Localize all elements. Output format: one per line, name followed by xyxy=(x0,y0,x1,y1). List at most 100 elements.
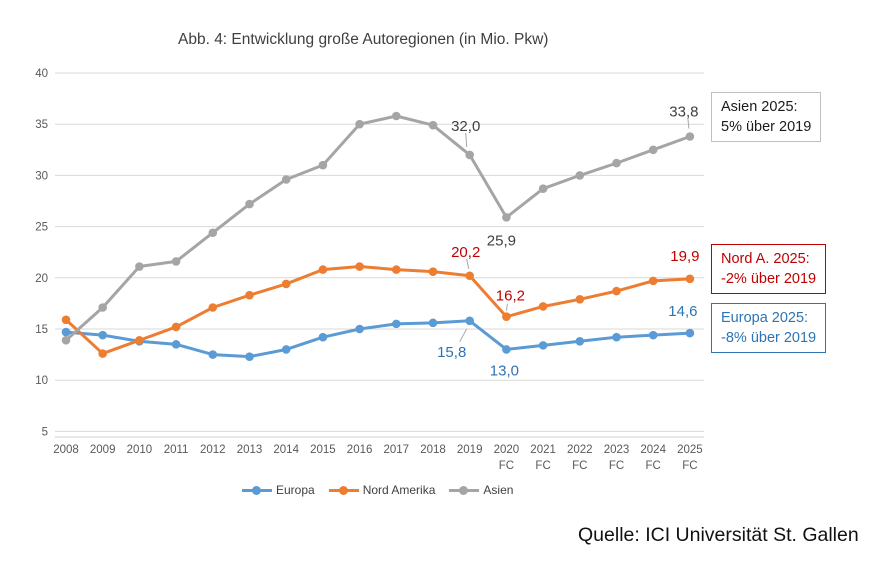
data-point xyxy=(208,228,218,238)
label-leader-line xyxy=(466,258,470,269)
data-point xyxy=(355,324,364,334)
annotation-asien: Asien 2025: 5% über 2019 xyxy=(711,92,822,142)
x-tick-label: 2016 xyxy=(347,444,373,456)
data-label: 16,2 xyxy=(496,288,525,305)
data-label: 25,9 xyxy=(487,232,516,249)
data-point xyxy=(575,295,585,304)
data-point xyxy=(612,286,621,296)
legend-item-europa: Europa xyxy=(242,483,315,497)
data-point xyxy=(98,330,107,340)
data-point xyxy=(98,349,107,358)
label-leader-line xyxy=(505,303,508,311)
data-point xyxy=(648,145,658,155)
data-point xyxy=(538,184,548,194)
data-point xyxy=(281,279,291,289)
label-leader-line xyxy=(459,328,468,343)
annotation-asien-line2: 5% über 2019 xyxy=(721,119,812,135)
data-label: 15,8 xyxy=(437,344,466,361)
x-tick-label: 2013 xyxy=(237,444,263,456)
data-point xyxy=(465,316,475,326)
data-point xyxy=(538,341,548,350)
legend-marker-line-dot-icon xyxy=(242,485,272,495)
data-point xyxy=(685,274,695,284)
data-labels: 15,8 13,0 14,6 20,2 16,2 19,9 32,0 25,9 33,8 xyxy=(437,103,699,379)
series-line xyxy=(65,114,691,342)
x-tick-label: 2019 xyxy=(457,444,483,456)
series-nord-amerika xyxy=(61,262,695,358)
data-point xyxy=(281,175,291,184)
x-tick-sublabel: FC xyxy=(609,460,624,472)
annotation-europa-line1: Europa 2025: xyxy=(721,310,809,326)
y-tick-label: 35 xyxy=(35,119,48,131)
data-point xyxy=(428,318,438,328)
data-point xyxy=(428,120,438,130)
y-tick-label: 15 xyxy=(35,324,48,336)
y-axis-labels: 5 10 15 20 25 30 35 40 xyxy=(35,68,48,438)
legend-item-nord-amerika: Nord Amerika xyxy=(328,483,436,497)
annotation-nord-line1: Nord A. 2025: xyxy=(721,251,810,267)
data-label: 20,2 xyxy=(451,244,480,261)
label-leader-line xyxy=(687,118,690,129)
legend-label-europa: Europa xyxy=(276,483,315,497)
data-point xyxy=(648,330,658,340)
data-point xyxy=(612,332,621,342)
x-tick-sublabel: FC xyxy=(646,460,661,472)
data-label: 13,0 xyxy=(490,362,519,379)
legend-item-asien: Asien xyxy=(449,483,513,497)
x-tick-label: 2018 xyxy=(420,444,446,456)
y-tick-label: 25 xyxy=(35,222,48,234)
data-point xyxy=(428,267,438,276)
series-asien xyxy=(61,111,695,345)
data-point xyxy=(245,199,254,209)
legend-marker-line-dot-icon xyxy=(449,485,480,495)
data-point xyxy=(355,119,364,129)
data-label: 14,6 xyxy=(668,303,697,320)
data-point xyxy=(502,213,511,222)
source-text: Quelle: ICI Universität St. Gallen xyxy=(578,524,859,546)
legend-label-asien: Asien xyxy=(483,483,514,497)
series-europa xyxy=(61,316,695,361)
data-point xyxy=(208,350,218,359)
data-point xyxy=(171,340,181,349)
annotation-nord-amerika: Nord A. 2025: -2% über 2019 xyxy=(711,244,827,294)
x-tick-sublabel: FC xyxy=(499,460,514,472)
x-tick-sublabel: FC xyxy=(535,460,550,472)
data-point xyxy=(281,345,291,354)
data-point xyxy=(612,158,621,168)
legend-label-nord-amerika: Nord Amerika xyxy=(362,483,436,497)
data-point xyxy=(171,257,181,266)
data-point xyxy=(685,328,695,338)
x-tick-label: 2022 xyxy=(567,444,593,456)
data-point xyxy=(685,132,695,141)
data-point xyxy=(502,312,511,322)
y-tick-label: 10 xyxy=(35,375,48,387)
legend-marker-line-dot-icon xyxy=(328,485,359,495)
data-point xyxy=(61,327,71,337)
x-tick-label: 2024 xyxy=(640,444,666,456)
data-point xyxy=(135,335,144,345)
y-tick-label: 20 xyxy=(35,273,48,285)
x-tick-label: 2009 xyxy=(90,444,116,456)
chart-legend: Europa Nord Amerika Asien xyxy=(242,483,513,497)
data-point xyxy=(575,171,585,180)
annotation-nord-line2: -2% über 2019 xyxy=(721,271,817,287)
x-tick-label: 2014 xyxy=(273,444,299,456)
x-axis-labels: 2008 2009 2010 2011 2012 2013 2014 2015 2016 2017… xyxy=(53,444,702,472)
data-point xyxy=(245,352,254,361)
x-tick-label: 2023 xyxy=(604,444,630,456)
x-tick-sublabel: FC xyxy=(682,460,697,472)
x-tick-sublabel: FC xyxy=(572,460,587,472)
data-label: 19,9 xyxy=(670,248,699,265)
label-leader-line xyxy=(465,132,468,147)
data-point xyxy=(502,345,511,354)
series-line xyxy=(65,319,690,359)
annotation-europa-line2: -8% über 2019 xyxy=(721,330,817,346)
data-point xyxy=(465,150,475,160)
data-point xyxy=(538,302,548,311)
data-point xyxy=(318,265,328,274)
data-point xyxy=(392,111,401,121)
x-tick-label: 2025 xyxy=(677,444,703,456)
y-tick-label: 40 xyxy=(35,68,48,80)
data-point xyxy=(61,315,71,325)
